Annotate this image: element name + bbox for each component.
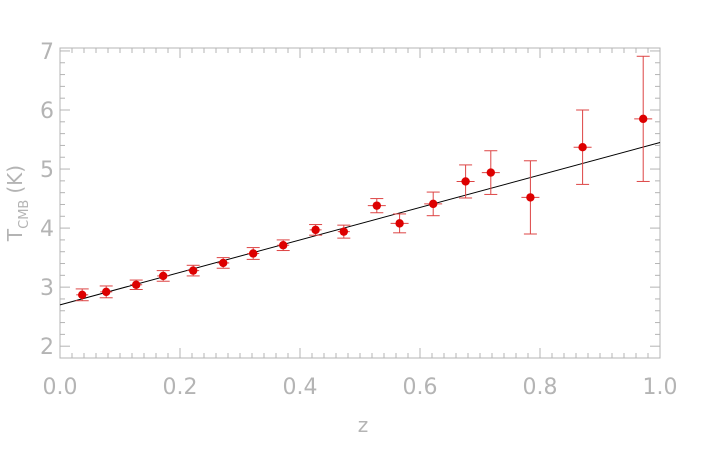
data-point [486,168,495,177]
x-tick-label: 0.2 [163,375,198,400]
y-axis-title-unit: (K) [3,165,27,194]
error-bars [75,55,653,302]
data-point [279,241,288,250]
data-point [372,201,381,210]
x-tick-label: 0.4 [283,375,318,400]
tick-marks [59,48,661,358]
data-point [311,225,320,235]
x-tick-label: 0.6 [403,375,438,400]
x-tick-label: 1.0 [643,375,678,400]
y-tick-label: 5 [40,158,54,183]
x-tick-labels: 0.0 0.2 0.4 0.6 0.8 1.0 [43,375,678,400]
data-point [339,227,348,236]
y-tick-label: 2 [40,335,54,360]
data-point [395,219,404,228]
data-point [159,271,168,281]
plot-frame [59,47,661,359]
y-tick-label: 3 [40,276,54,301]
data-point [132,280,141,289]
data-point [526,193,535,202]
y-tick-label: 6 [40,99,54,124]
data-point [639,114,648,124]
x-axis-title: z [358,413,369,437]
y-tick-label: 7 [40,40,54,65]
plot-frame-group [59,47,661,359]
x-tick-label: 0.0 [43,375,78,400]
y-axis-title-subscript: CMB [17,200,32,229]
x-tick-label: 0.8 [523,375,558,400]
data-points [78,114,648,300]
data-point [189,266,198,275]
y-tick-labels: 2 3 4 5 6 7 [40,40,54,360]
data-point [219,258,228,268]
data-point [578,143,587,152]
data-point [102,287,111,297]
data-point [461,177,470,186]
y-tick-label: 4 [40,217,54,242]
fit-line-group [59,141,661,306]
fit-line [59,141,661,306]
data-point [249,249,258,258]
data-point [78,290,87,300]
y-axis-title: TCMB (K) [3,165,32,242]
y-axis-title-main: T [3,228,27,242]
data-point [429,199,438,209]
